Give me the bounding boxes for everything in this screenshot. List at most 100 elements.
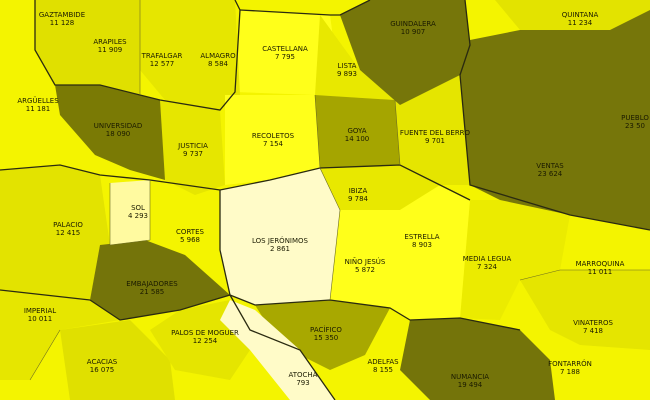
region-value: 9 893 xyxy=(337,70,357,78)
district xyxy=(460,10,650,230)
region-value: 8 155 xyxy=(373,366,393,374)
region-value: 4 293 xyxy=(128,212,148,220)
region-name: ACACIAS xyxy=(87,358,118,366)
region-name: PACÍFICO xyxy=(310,325,342,334)
district xyxy=(520,270,650,350)
region-value: 18 090 xyxy=(106,130,131,138)
district xyxy=(460,200,570,320)
region-name: PALACIO xyxy=(53,221,83,229)
region-value: 12 577 xyxy=(150,60,175,68)
region-name: IMPERIAL xyxy=(24,307,56,315)
region-value: 11 128 xyxy=(50,19,75,27)
district xyxy=(0,290,120,380)
region-value: 16 075 xyxy=(90,366,115,374)
border xyxy=(239,0,371,16)
district xyxy=(220,300,335,400)
border xyxy=(29,329,61,381)
border xyxy=(0,289,91,301)
district xyxy=(495,0,650,30)
region-value: 11 011 xyxy=(588,268,613,276)
region-name: PUEBLO xyxy=(621,114,649,122)
region-value: 10 011 xyxy=(28,315,53,323)
region-value: 7 418 xyxy=(583,327,603,335)
region-value: 2 861 xyxy=(270,245,290,253)
region-value: 7 795 xyxy=(275,53,295,61)
region-name: JUSTICIA xyxy=(177,142,208,150)
region-name: CASTELLANA xyxy=(262,45,308,53)
district xyxy=(395,75,470,185)
border xyxy=(314,94,341,301)
region-name: ADELFAS xyxy=(367,358,399,366)
district xyxy=(320,165,440,210)
region-value: 12 415 xyxy=(56,229,81,237)
region-value: 12 254 xyxy=(193,337,218,345)
region-name: SOL xyxy=(131,204,145,212)
region-name: LISTA xyxy=(338,62,357,70)
border xyxy=(229,294,336,400)
region-name: GOYA xyxy=(347,127,366,135)
region-name: MEDIA LEGUA xyxy=(463,255,512,263)
district xyxy=(140,0,240,110)
region-name: UNIVERSIDAD xyxy=(94,122,142,130)
region-value: 23 50 xyxy=(625,122,645,130)
district xyxy=(315,95,400,168)
region-name: NUMANCIA xyxy=(451,373,489,381)
district xyxy=(35,0,140,95)
region-value: 15 350 xyxy=(314,334,339,342)
border xyxy=(89,294,231,321)
border xyxy=(459,0,650,231)
district xyxy=(235,10,340,95)
district xyxy=(340,0,470,105)
district xyxy=(90,240,230,320)
region-name: LOS JERÓNIMOS xyxy=(252,236,309,245)
border xyxy=(519,269,650,281)
district xyxy=(110,180,150,245)
region-value: 14 100 xyxy=(345,135,370,143)
region-value: 11 909 xyxy=(98,46,123,54)
region-value: 9 701 xyxy=(425,137,445,145)
region-value: 7 154 xyxy=(263,140,284,148)
district xyxy=(255,300,390,370)
border xyxy=(394,99,401,166)
region-value: 5 872 xyxy=(355,266,375,274)
district xyxy=(60,320,175,400)
region-name: FONTARRÓN xyxy=(548,359,592,368)
district xyxy=(160,100,225,195)
region-value: 21 585 xyxy=(140,288,165,296)
region-value: 9 737 xyxy=(183,150,203,158)
region-name: GUINDALERA xyxy=(390,20,436,28)
district xyxy=(0,165,110,300)
border xyxy=(34,0,241,111)
district xyxy=(55,85,165,180)
region-name: EMBAJADORES xyxy=(126,280,178,288)
region-value: 8 903 xyxy=(412,241,432,249)
region-name: QUINTANA xyxy=(562,11,599,19)
region-value: 19 494 xyxy=(458,381,483,389)
region-value: 11 234 xyxy=(568,19,593,27)
region-name: PALOS DE MOGUER xyxy=(171,329,239,337)
district xyxy=(220,168,340,305)
region-value: 793 xyxy=(296,379,309,387)
region-name: TRAFALGAR xyxy=(141,52,183,60)
region-name: FUENTE DEL BERRO xyxy=(400,129,471,137)
region-name: CORTES xyxy=(176,228,204,236)
region-value: 8 584 xyxy=(208,60,229,68)
border xyxy=(0,164,471,201)
region-name: IBIZA xyxy=(349,187,368,195)
region-value: 7 324 xyxy=(477,263,498,271)
region-value: 10 907 xyxy=(401,28,426,36)
region-value: 7 188 xyxy=(560,368,580,376)
region-name: ATOCHA xyxy=(289,371,318,379)
region-name: NIÑO JESÚS xyxy=(345,257,386,266)
region-value: 23 624 xyxy=(538,170,563,178)
region-name: ALMAGRO xyxy=(200,52,236,60)
region-name: ARAPILES xyxy=(93,38,127,46)
district xyxy=(225,95,320,185)
border xyxy=(109,180,151,246)
region-name: GAZTAMBIDE xyxy=(39,11,85,19)
region-name: VINATEROS xyxy=(573,319,613,327)
